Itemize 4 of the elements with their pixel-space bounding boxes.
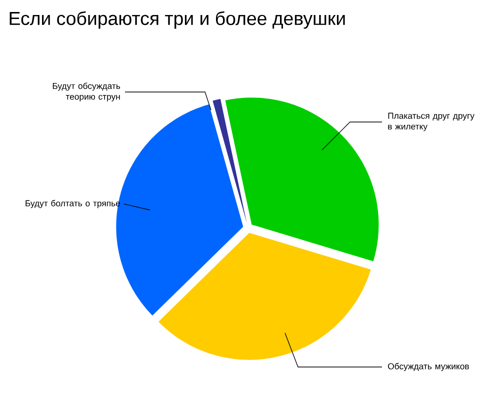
chart-title: Если собираются три и более девушки [10, 11, 345, 29]
slice-label: Будут обсуждать теорию струн [52, 82, 120, 102]
slice-label: Плакаться друг другу в жилетку [388, 112, 474, 132]
slice-label: Обсуждать мужиков [388, 362, 469, 372]
